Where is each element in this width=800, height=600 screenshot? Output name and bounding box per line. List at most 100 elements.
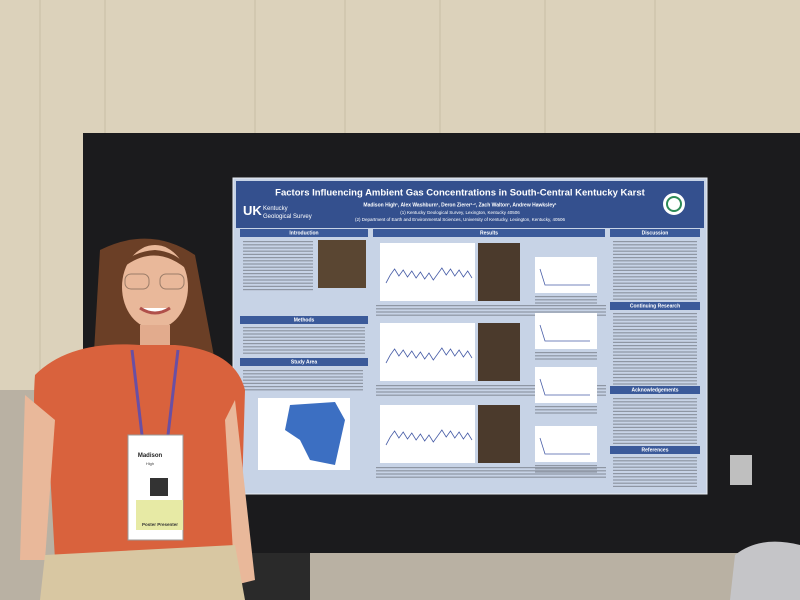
- chart-panel: [535, 367, 597, 403]
- study-area-text: [243, 382, 363, 384]
- discussion-text: [613, 298, 697, 300]
- continuing-text: [613, 338, 697, 340]
- caption-text: [376, 391, 606, 393]
- caption-text: [535, 471, 597, 473]
- study-area-text: [243, 379, 363, 381]
- continuing-text: [613, 364, 697, 366]
- references-text: [613, 482, 697, 484]
- discussion-text: [613, 295, 697, 297]
- methods-text: [243, 330, 365, 332]
- caption-text: [535, 299, 597, 301]
- chart-line: [385, 429, 473, 446]
- study-area-text: [243, 370, 363, 372]
- ack-text: [613, 423, 697, 425]
- ack-text: [613, 398, 697, 400]
- discussion-text: [613, 292, 697, 294]
- intro-text: [243, 282, 313, 284]
- poster-affiliation: (1) Kentucky Geological Survey, Lexingto…: [400, 210, 520, 215]
- intro-text: [243, 289, 313, 291]
- ack-text: [613, 404, 697, 406]
- smile: [139, 306, 171, 315]
- caption-text: [376, 394, 606, 396]
- chart-panel: [535, 257, 597, 293]
- methods-text: [243, 352, 365, 354]
- cave-photo: [478, 323, 520, 381]
- continuing-text: [613, 329, 697, 331]
- caption-text: [376, 473, 606, 475]
- chart-line: [539, 324, 590, 342]
- section-title: References: [642, 447, 669, 453]
- caption-text: [376, 385, 606, 387]
- ack-text: [613, 433, 697, 435]
- references-text: [613, 479, 697, 481]
- caption-text: [376, 311, 606, 313]
- caption-text: [535, 302, 597, 304]
- section-header: [610, 386, 700, 394]
- ack-text: [613, 442, 697, 444]
- caption-text: [376, 308, 606, 310]
- discussion-text: [613, 266, 697, 268]
- discussion-text: [613, 276, 697, 278]
- caption-text: [535, 296, 597, 298]
- cave-photo: [478, 243, 520, 301]
- intro-text: [243, 244, 313, 246]
- intro-text: [243, 257, 313, 259]
- intro-text: [243, 266, 313, 268]
- pants: [40, 545, 245, 600]
- continuing-text: [613, 383, 697, 385]
- caption-text: [535, 465, 597, 467]
- chart-line: [539, 437, 590, 455]
- continuing-text: [613, 354, 697, 356]
- ack-text: [613, 414, 697, 416]
- continuing-text: [613, 345, 697, 347]
- ack-text: [613, 439, 697, 441]
- discussion-text: [613, 253, 697, 255]
- discussion-text: [613, 257, 697, 259]
- discussion-text: [613, 289, 697, 291]
- chart-line: [385, 347, 473, 364]
- logo-mark: UK: [243, 203, 262, 218]
- poster-title: Factors Influencing Ambient Gas Concentr…: [275, 188, 646, 199]
- arm-left: [20, 395, 55, 560]
- section-header: [240, 316, 368, 324]
- methods-text: [243, 339, 365, 341]
- discussion-text: [613, 250, 697, 252]
- methods-text: [243, 349, 365, 351]
- map-region: [285, 402, 345, 465]
- ack-text: [613, 420, 697, 422]
- caption-text: [535, 409, 597, 411]
- badge-last-name: High: [146, 461, 154, 466]
- references-text: [613, 476, 697, 478]
- badge-ribbon: [136, 500, 183, 530]
- continuing-text: [613, 373, 697, 375]
- study-area-text: [243, 373, 363, 375]
- references-text: [613, 473, 697, 475]
- section-header: [610, 229, 700, 237]
- caption-text: [535, 358, 597, 360]
- arm-right: [225, 400, 255, 585]
- intro-text: [243, 253, 313, 255]
- ack-text: [613, 430, 697, 432]
- study-area-text: [243, 376, 363, 378]
- ack-text: [613, 417, 697, 419]
- intro-text: [243, 241, 313, 243]
- continuing-text: [613, 341, 697, 343]
- references-text: [613, 466, 697, 468]
- continuing-text: [613, 313, 697, 315]
- section-header: [610, 446, 700, 454]
- poster-affiliation: (2) Department of Earth and Environmenta…: [355, 217, 565, 222]
- methods-text: [243, 343, 365, 345]
- references-text: [613, 469, 697, 471]
- continuing-text: [613, 357, 697, 359]
- intro-text: [243, 250, 313, 252]
- intro-text: [243, 269, 313, 271]
- chart-panel: [535, 426, 597, 462]
- logo-right-ring: [666, 196, 682, 212]
- poster-authors: Madison High¹, Alex Washburn¹, Deron Zie…: [363, 202, 557, 208]
- intro-text: [243, 279, 313, 281]
- ack-text: [613, 426, 697, 428]
- intro-text: [243, 276, 313, 278]
- poster-body: Introduction Methods Study Area Results Disc…: [240, 229, 700, 487]
- discussion-text: [613, 285, 697, 287]
